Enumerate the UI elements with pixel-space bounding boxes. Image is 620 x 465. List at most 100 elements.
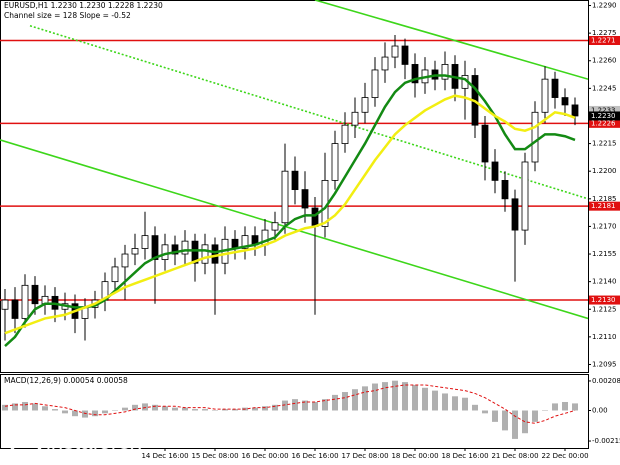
macd-bar bbox=[92, 410, 98, 417]
candle-body bbox=[571, 104, 579, 117]
macd-bar bbox=[302, 400, 308, 411]
macd-bar bbox=[172, 407, 178, 411]
candle-body bbox=[141, 235, 149, 249]
level-tag bbox=[589, 201, 620, 211]
macd-bar bbox=[562, 401, 568, 411]
macd-bar bbox=[432, 390, 438, 411]
price-tag-label: 1.2233 bbox=[591, 106, 616, 114]
macd-tick-label: 0.00 bbox=[592, 407, 608, 415]
candle-body bbox=[511, 198, 519, 231]
logo-emblem bbox=[20, 436, 32, 448]
macd-bar bbox=[42, 406, 48, 411]
macd-bar bbox=[272, 404, 278, 411]
candle-body bbox=[561, 97, 569, 106]
macd-bar bbox=[222, 409, 228, 411]
macd-bar bbox=[32, 403, 38, 411]
candle-body bbox=[151, 235, 159, 260]
channel-line bbox=[0, 139, 588, 320]
price-tag-label: 1.2230 bbox=[591, 112, 616, 120]
macd-signal bbox=[4, 384, 576, 424]
candle-body bbox=[241, 235, 249, 249]
y-tick-label: 1.2170 bbox=[592, 222, 617, 230]
macd-bar bbox=[162, 406, 168, 411]
macd-bar bbox=[232, 409, 238, 411]
candle-body bbox=[501, 179, 509, 200]
macd-bar bbox=[452, 396, 458, 411]
macd-bar bbox=[542, 410, 548, 412]
x-tick-label: 18 Dec 16:00 bbox=[441, 452, 488, 460]
candle-body bbox=[411, 64, 419, 84]
macd-bar bbox=[352, 389, 358, 411]
candle-body bbox=[551, 78, 559, 98]
moving-average bbox=[4, 74, 576, 347]
candle-body bbox=[491, 161, 499, 181]
macd-panel bbox=[0, 374, 589, 449]
candle-body bbox=[441, 64, 449, 80]
macd-bar bbox=[522, 410, 528, 434]
logo: instaforex Instant Forex Trading bbox=[9, 425, 141, 463]
x-tick-label: 21 Dec 08:00 bbox=[491, 452, 538, 460]
macd-bar bbox=[62, 410, 68, 414]
x-tick-label: 17 Dec 08:00 bbox=[341, 452, 388, 460]
macd-bar bbox=[492, 410, 498, 422]
y-tick-label: 1.2140 bbox=[592, 278, 617, 286]
macd-bar bbox=[72, 410, 78, 417]
macd-bar bbox=[252, 407, 258, 411]
candle-body bbox=[171, 244, 179, 255]
y-tick-label: 1.2110 bbox=[592, 333, 617, 341]
candle-body bbox=[341, 124, 349, 144]
candle-body bbox=[391, 45, 399, 58]
macd-bar bbox=[532, 410, 538, 422]
candle-body bbox=[401, 45, 409, 65]
channel-line bbox=[29, 25, 588, 200]
x-tick-label: 14 Dec 16:00 bbox=[141, 452, 188, 460]
candle-body bbox=[161, 244, 169, 260]
chart-subtitle: Channel size = 128 Slope = -0.52 bbox=[4, 11, 131, 20]
y-tick-label: 1.2215 bbox=[592, 140, 617, 148]
macd-bar bbox=[292, 399, 298, 411]
candle-body bbox=[291, 170, 299, 191]
candle-body bbox=[191, 240, 199, 264]
candle-body bbox=[481, 124, 489, 163]
y-tick-label: 1.2290 bbox=[592, 2, 617, 10]
candle-body bbox=[531, 111, 539, 163]
macd-bar bbox=[552, 403, 558, 411]
candle-body bbox=[521, 161, 529, 231]
y-tick-label: 1.2275 bbox=[592, 29, 617, 37]
moving-average bbox=[4, 94, 576, 335]
level-tag bbox=[589, 35, 620, 45]
logo-name: instaforex bbox=[46, 429, 141, 454]
candle-body bbox=[281, 170, 289, 224]
macd-bar bbox=[362, 386, 368, 411]
candle-body bbox=[541, 78, 549, 113]
channel-line bbox=[314, 0, 588, 80]
candle-body bbox=[331, 143, 339, 181]
macd-bar bbox=[412, 384, 418, 411]
macd-bar bbox=[82, 410, 88, 418]
x-tick-label: 15 Dec 08:00 bbox=[191, 452, 238, 460]
x-tick-label: 18 Dec 00:00 bbox=[391, 452, 438, 460]
macd-bar bbox=[262, 406, 268, 411]
macd-bar bbox=[192, 409, 198, 411]
x-tick-label: 16 Dec 16:00 bbox=[291, 452, 338, 460]
y-tick-label: 1.2125 bbox=[592, 305, 617, 313]
candle-body bbox=[1, 299, 9, 310]
macd-bar bbox=[332, 394, 338, 411]
candle-body bbox=[21, 284, 29, 319]
candle-body bbox=[181, 240, 189, 255]
macd-tick-label: -0.00215 bbox=[592, 437, 620, 445]
candle-body bbox=[311, 207, 319, 227]
macd-bar bbox=[2, 404, 8, 411]
x-tick-label: 22 Dec 00:00 bbox=[541, 452, 588, 460]
logo-tagline: Instant Forex Trading bbox=[46, 453, 131, 463]
level-label: 1.2130 bbox=[591, 296, 616, 304]
candle-body bbox=[371, 69, 379, 98]
macd-bar bbox=[112, 410, 118, 412]
macd-bar bbox=[22, 401, 28, 411]
macd-plot bbox=[2, 380, 578, 439]
axes: 1.2290 1.2275 1.2260 1.2245 1.2230 1.2215 1.22… bbox=[141, 2, 620, 460]
level-label: 1.2271 bbox=[591, 36, 616, 44]
macd-bar bbox=[472, 404, 478, 411]
